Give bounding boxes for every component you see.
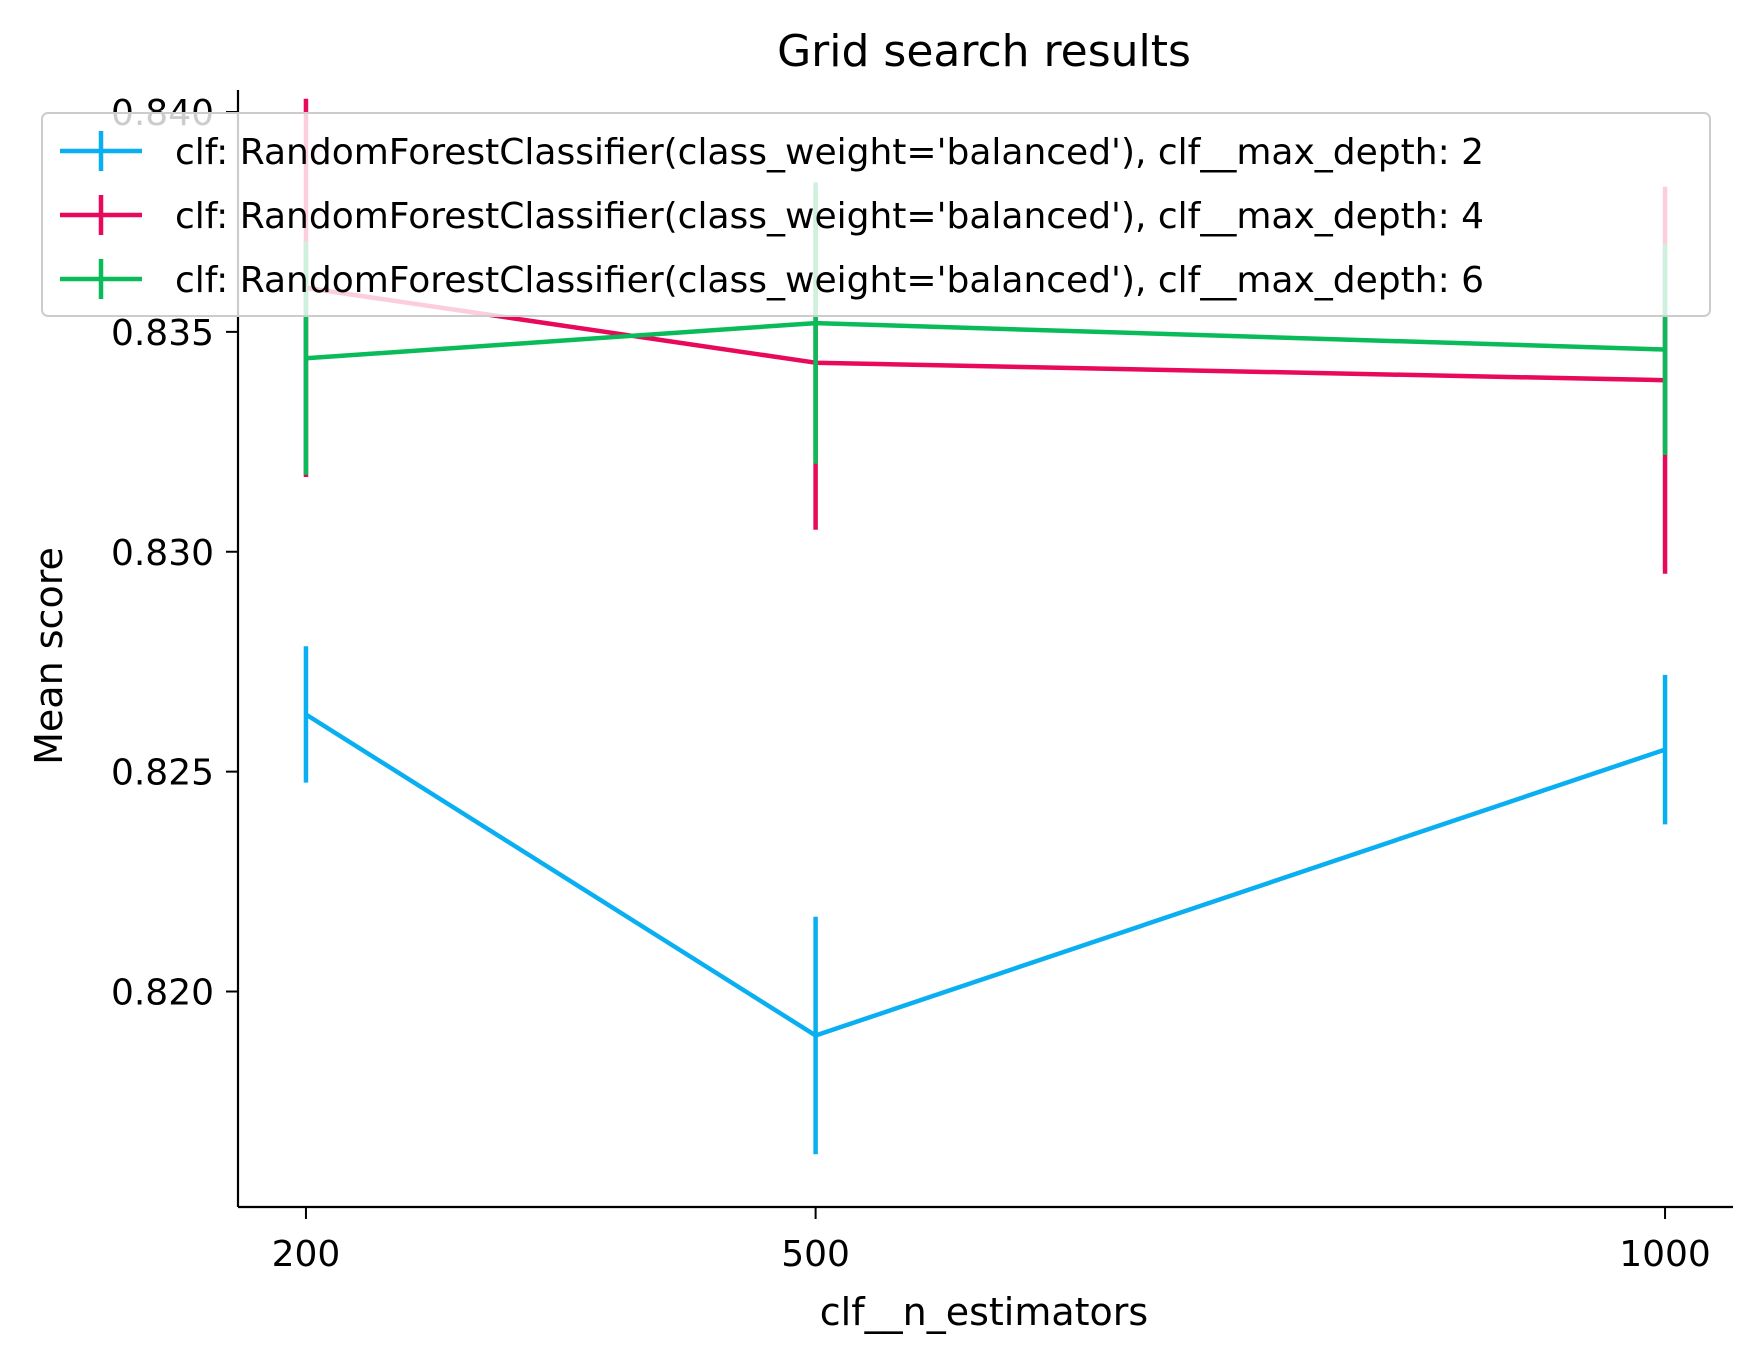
- y-axis-label: Mean score: [27, 547, 71, 765]
- legend-label: clf: RandomForestClassifier(class_weight…: [175, 260, 1484, 301]
- x-axis-label: clf__n_estimators: [820, 1290, 1148, 1334]
- y-tick-label: 0.830: [111, 533, 214, 574]
- x-tick-label: 200: [272, 1234, 341, 1275]
- legend-label: clf: RandomForestClassifier(class_weight…: [175, 132, 1484, 173]
- y-tick-label: 0.835: [111, 313, 214, 354]
- y-tick-label: 0.820: [111, 973, 214, 1014]
- legend-entry-2: clf: RandomForestClassifier(class_weight…: [60, 195, 1484, 237]
- series-line: [304, 712, 1666, 1038]
- y-tick-label: 0.825: [111, 753, 214, 794]
- x-tick-label: 500: [781, 1234, 850, 1275]
- chart-title: Grid search results: [777, 26, 1191, 77]
- x-tick-label: 1000: [1619, 1234, 1711, 1275]
- legend-entry-1: clf: RandomForestClassifier(class_weight…: [60, 131, 1484, 173]
- legend-label: clf: RandomForestClassifier(class_weight…: [175, 196, 1484, 237]
- series-line: [305, 320, 1666, 361]
- legend-box: [41, 112, 1711, 317]
- legend: clf: RandomForestClassifier(class_weight…: [41, 112, 1711, 317]
- legend-entry-3: clf: RandomForestClassifier(class_weight…: [60, 259, 1484, 301]
- series-1: [303, 646, 1668, 1155]
